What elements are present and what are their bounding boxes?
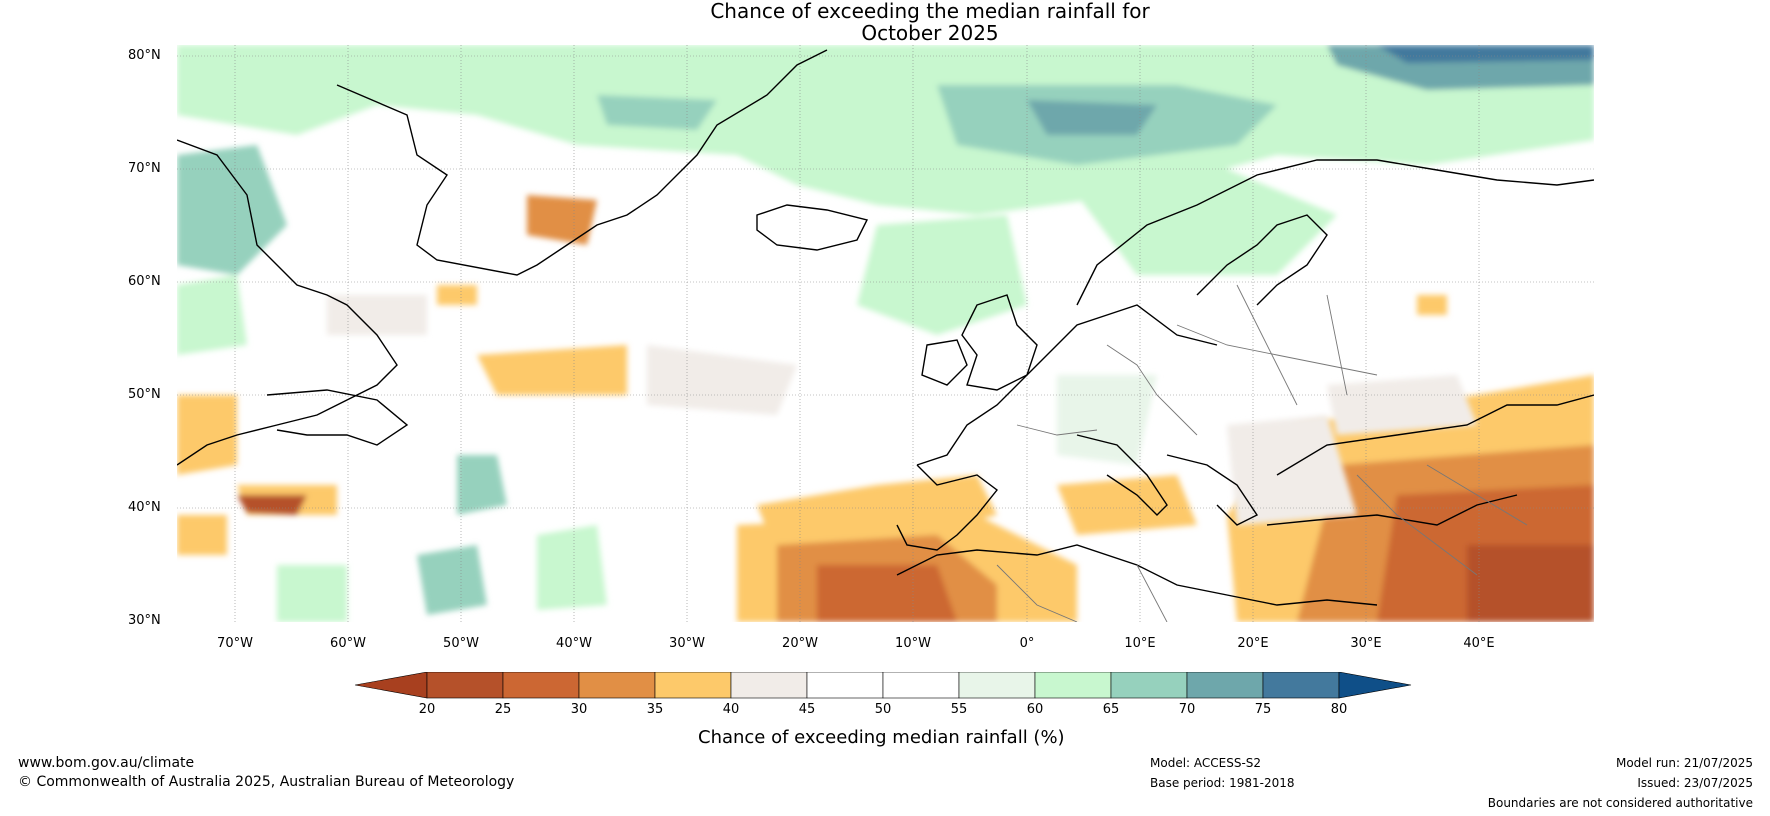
map-title-line1: Chance of exceeding the median rainfall …	[710, 0, 1150, 23]
colorbar-tick-label: 35	[646, 702, 664, 717]
colorbar-segment	[1034, 672, 1112, 699]
lon-label-0: 0°	[1019, 636, 1035, 651]
colorbar-tick-label: 65	[1102, 702, 1120, 717]
colorbar-tick-label: 40	[722, 702, 740, 717]
colorbar-tick-label: 25	[494, 702, 512, 717]
colorbar-tick-label: 45	[798, 702, 816, 717]
colorbar-segment	[958, 672, 1036, 699]
lat-label-50n: 50°N	[128, 387, 161, 402]
lat-label-70n: 70°N	[128, 161, 161, 176]
issued-date: Issued: 23/07/2025	[1637, 776, 1753, 790]
colorbar-tick-label: 70	[1178, 702, 1196, 717]
colorbar-tick-label: 30	[570, 702, 588, 717]
map-title-line2: October 2025	[861, 21, 999, 45]
neutral-areas	[327, 295, 1477, 525]
website-link[interactable]: www.bom.gov.au/climate	[18, 755, 195, 771]
lon-label-20w: 20°W	[782, 636, 818, 651]
base-period: Base period: 1981-2018	[1150, 776, 1295, 790]
lon-label-60w: 60°W	[330, 636, 366, 651]
lon-label-40w: 40°W	[556, 636, 592, 651]
graticule	[177, 45, 1594, 622]
boundaries-disclaimer: Boundaries are not considered authoritat…	[1487, 796, 1753, 810]
rainfall-map	[177, 45, 1594, 622]
colorbar-tick-label: 55	[950, 702, 968, 717]
map-canvas	[177, 45, 1594, 622]
lat-label-80n: 80°N	[128, 48, 161, 63]
colorbar-high-arrow	[1338, 672, 1412, 699]
lon-label-10e: 10°E	[1124, 636, 1156, 651]
lon-label-40e: 40°E	[1463, 636, 1495, 651]
colorbar-segment	[426, 672, 504, 699]
lat-label-60n: 60°N	[128, 274, 161, 289]
colorbar-segment	[502, 672, 580, 699]
copyright-text: © Commonwealth of Australia 2025, Austra…	[18, 774, 515, 790]
colorbar-segment	[806, 672, 884, 699]
lat-label-30n: 30°N	[128, 613, 161, 628]
colorbar-tick-label: 50	[874, 702, 892, 717]
colorbar-segment	[578, 672, 656, 699]
colorbar-tick-label: 80	[1330, 702, 1348, 717]
colorbar-segment	[1262, 672, 1340, 699]
colorbar	[355, 672, 1412, 699]
colorbar-tick-label: 75	[1254, 702, 1272, 717]
colorbar-segment	[654, 672, 732, 699]
lon-label-50w: 50°W	[443, 636, 479, 651]
colorbar-segment	[1110, 672, 1188, 699]
wet-anomaly-areas	[177, 45, 1594, 622]
colorbar-low-arrow	[355, 672, 428, 699]
colorbar-segment	[1186, 672, 1264, 699]
lon-label-20e: 20°E	[1237, 636, 1269, 651]
model-name: Model: ACCESS-S2	[1150, 756, 1262, 770]
colorbar-title: Chance of exceeding median rainfall (%)	[698, 727, 1065, 748]
colorbar-tick-label: 20	[418, 702, 436, 717]
lon-label-30e: 30°E	[1350, 636, 1382, 651]
colorbar-tick-label: 60	[1026, 702, 1044, 717]
colorbar-segment	[882, 672, 960, 699]
lon-label-10w: 10°W	[895, 636, 931, 651]
lat-label-40n: 40°N	[128, 500, 161, 515]
model-run-date: Model run: 21/07/2025	[1615, 756, 1753, 770]
colorbar-segment	[730, 672, 808, 699]
lon-label-30w: 30°W	[669, 636, 705, 651]
country-borders	[996, 284, 1528, 622]
lon-label-70w: 70°W	[217, 636, 253, 651]
